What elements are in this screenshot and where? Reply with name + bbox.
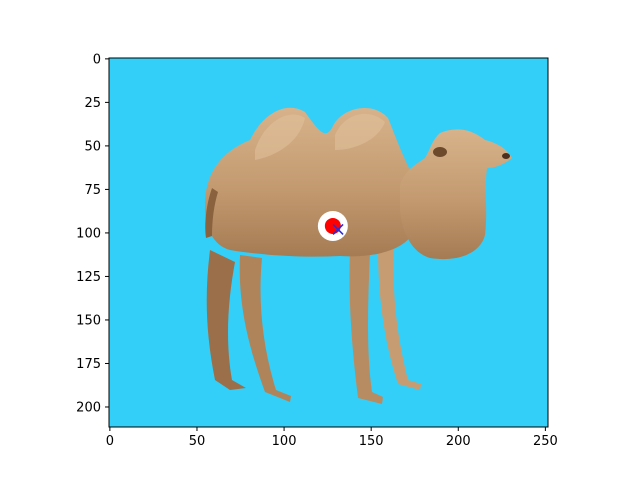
y-tick-label: 100 xyxy=(76,226,101,241)
x-tick-label: 50 xyxy=(189,434,206,449)
x-tick-label: 250 xyxy=(533,434,558,449)
y-tick-label: 75 xyxy=(84,183,101,198)
y-tick-label: 175 xyxy=(76,357,101,372)
y-tick-label: 50 xyxy=(84,139,101,154)
x-tick-label: 0 xyxy=(106,434,114,449)
y-tick-label: 25 xyxy=(84,96,101,111)
x-marker xyxy=(332,223,344,235)
x-tick-label: 150 xyxy=(359,434,384,449)
markers xyxy=(317,210,348,241)
y-axis: 0 25 50 75 100 125 150 175 200 xyxy=(76,52,109,415)
camel-illustration xyxy=(204,107,512,404)
red-circle-marker xyxy=(324,217,341,234)
camel-image xyxy=(109,58,548,427)
x-axis: 0 50 100 150 200 250 xyxy=(106,427,558,449)
y-tick-label: 150 xyxy=(76,313,101,328)
x-tick-label: 100 xyxy=(272,434,297,449)
axes-frame xyxy=(108,57,549,428)
x-tick-label: 200 xyxy=(446,434,471,449)
y-tick-label: 0 xyxy=(93,52,101,67)
y-tick-label: 200 xyxy=(76,400,101,415)
y-tick-label: 125 xyxy=(76,270,101,285)
